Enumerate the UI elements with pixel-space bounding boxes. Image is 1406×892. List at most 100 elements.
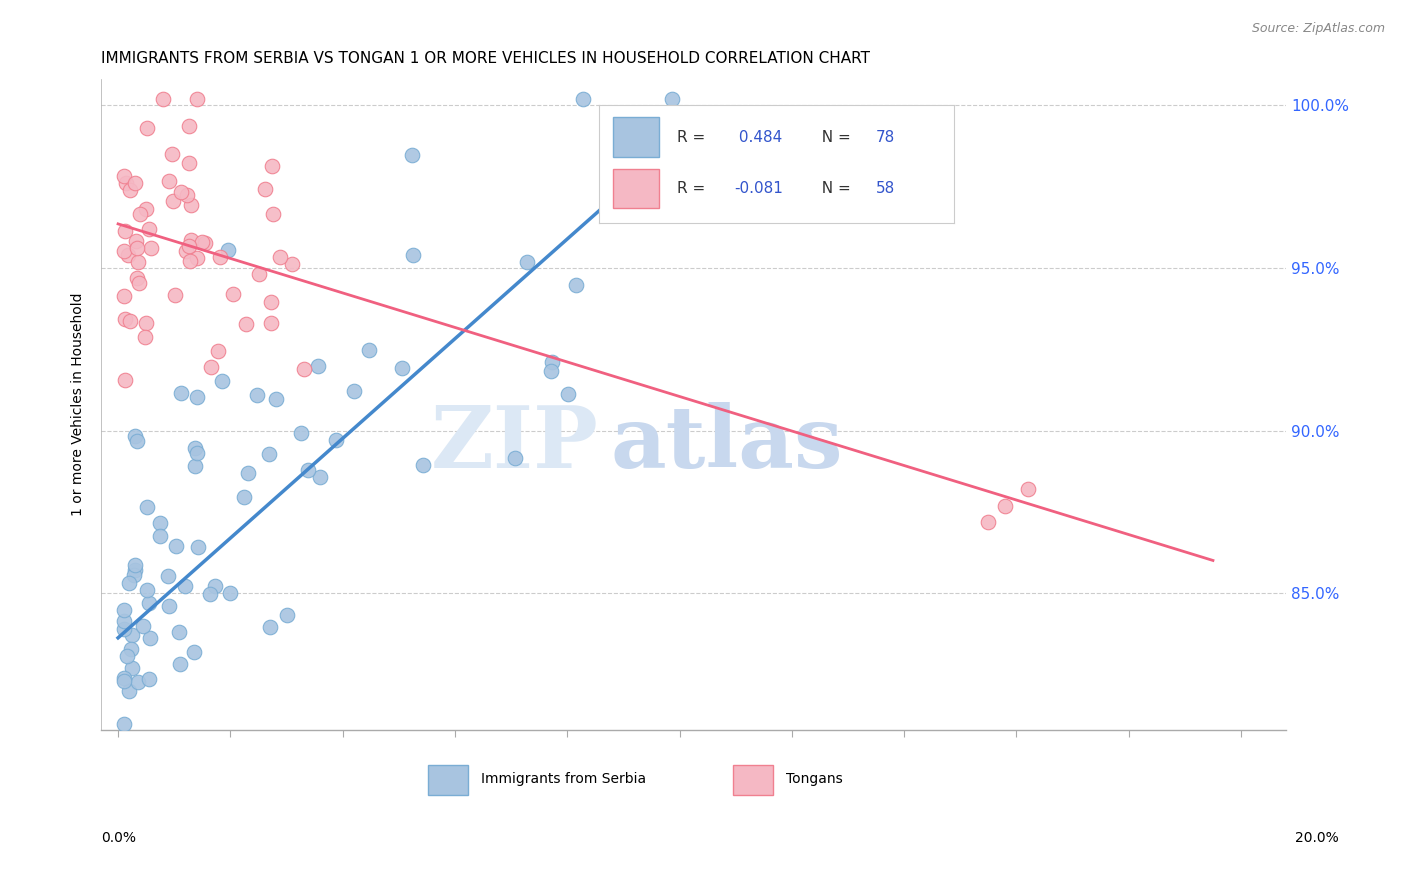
Point bbox=[125, 271, 148, 285]
Point bbox=[276, 607, 298, 622]
Point bbox=[179, 155, 201, 169]
Point bbox=[221, 287, 243, 301]
Point bbox=[114, 373, 136, 387]
Point bbox=[134, 329, 156, 343]
Point bbox=[132, 758, 155, 772]
Point bbox=[557, 387, 579, 401]
Point bbox=[194, 235, 217, 250]
Point bbox=[135, 202, 157, 216]
Point bbox=[211, 375, 233, 389]
Point bbox=[155, 876, 177, 890]
Point bbox=[157, 174, 180, 188]
Point bbox=[184, 441, 207, 455]
Point bbox=[290, 425, 312, 440]
Point bbox=[297, 462, 319, 476]
Point bbox=[122, 567, 145, 582]
Point bbox=[112, 169, 135, 183]
Point bbox=[114, 224, 136, 238]
Point bbox=[118, 183, 141, 197]
Point bbox=[112, 288, 135, 302]
Point bbox=[540, 355, 562, 369]
Point bbox=[179, 119, 201, 133]
Point bbox=[187, 540, 209, 554]
Point bbox=[232, 490, 254, 504]
Point bbox=[236, 466, 259, 480]
Point bbox=[325, 434, 347, 448]
Point bbox=[179, 253, 201, 268]
Point bbox=[114, 311, 136, 326]
Point bbox=[186, 391, 208, 405]
Point bbox=[149, 516, 172, 530]
Point bbox=[124, 176, 146, 190]
Point bbox=[572, 92, 595, 106]
Point bbox=[169, 657, 191, 671]
Point bbox=[136, 121, 159, 136]
Point bbox=[343, 384, 366, 399]
Point bbox=[184, 771, 207, 785]
Point bbox=[124, 558, 146, 572]
Point bbox=[565, 278, 588, 293]
Point bbox=[204, 579, 226, 593]
Point bbox=[127, 255, 149, 269]
Text: ZIP: ZIP bbox=[432, 401, 599, 486]
Point bbox=[235, 317, 257, 331]
Point bbox=[112, 614, 135, 628]
Point bbox=[118, 314, 141, 328]
Text: IMMIGRANTS FROM SERBIA VS TONGAN 1 OR MORE VEHICLES IN HOUSEHOLD CORRELATION CHA: IMMIGRANTS FROM SERBIA VS TONGAN 1 OR MO… bbox=[101, 51, 870, 66]
Point bbox=[112, 603, 135, 617]
Point bbox=[120, 642, 142, 657]
Point bbox=[132, 619, 155, 633]
Point bbox=[112, 622, 135, 636]
Point bbox=[540, 363, 562, 377]
Point bbox=[186, 251, 208, 265]
Point bbox=[136, 583, 159, 598]
Point bbox=[281, 257, 304, 271]
Point bbox=[200, 360, 222, 375]
Point bbox=[977, 515, 1000, 529]
Point bbox=[162, 194, 184, 208]
Point bbox=[115, 176, 138, 190]
Point bbox=[112, 740, 135, 755]
Point bbox=[138, 222, 160, 236]
Point bbox=[125, 241, 148, 255]
Point bbox=[121, 628, 143, 642]
Point bbox=[112, 671, 135, 685]
Point bbox=[173, 579, 195, 593]
Point bbox=[118, 684, 141, 698]
Point bbox=[156, 569, 179, 583]
Point bbox=[264, 392, 287, 406]
Point bbox=[138, 673, 160, 687]
Text: 20.0%: 20.0% bbox=[1295, 831, 1339, 846]
Point bbox=[184, 459, 207, 474]
Point bbox=[138, 631, 160, 645]
Point bbox=[391, 361, 413, 376]
Point bbox=[129, 207, 152, 221]
Point bbox=[136, 500, 159, 515]
Point bbox=[112, 716, 135, 731]
Point bbox=[145, 812, 167, 826]
Point bbox=[263, 207, 285, 221]
Point bbox=[218, 586, 240, 600]
Point bbox=[207, 344, 229, 359]
Point bbox=[112, 674, 135, 689]
Point bbox=[402, 248, 425, 262]
Point bbox=[269, 250, 291, 264]
Y-axis label: 1 or more Vehicles in Household: 1 or more Vehicles in Household bbox=[72, 293, 86, 516]
Point bbox=[180, 198, 202, 212]
Point bbox=[139, 241, 162, 255]
Point bbox=[191, 235, 214, 250]
Point bbox=[260, 294, 283, 309]
Point bbox=[118, 575, 141, 590]
Point bbox=[198, 587, 221, 601]
Point bbox=[121, 661, 143, 675]
Point bbox=[160, 146, 183, 161]
Point bbox=[217, 243, 239, 257]
Point bbox=[165, 539, 187, 553]
Point bbox=[307, 359, 329, 374]
Point bbox=[156, 743, 179, 757]
Point bbox=[177, 239, 200, 253]
Point bbox=[174, 244, 197, 258]
Point bbox=[157, 599, 180, 614]
Point bbox=[257, 447, 280, 461]
Point bbox=[125, 234, 148, 248]
